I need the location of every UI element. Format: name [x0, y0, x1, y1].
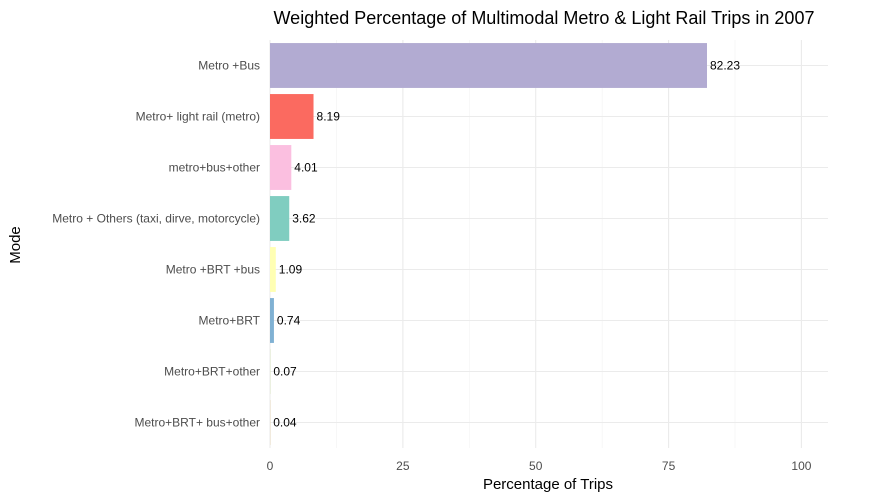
x-tick-label: 50	[529, 459, 543, 473]
y-tick-label: Metro+ light rail (metro)	[136, 110, 260, 124]
grid	[269, 40, 828, 448]
bar	[270, 247, 276, 292]
data-label: 8.19	[317, 110, 341, 124]
bars	[270, 43, 707, 445]
data-label: 4.01	[294, 161, 318, 175]
bar	[270, 94, 314, 139]
x-axis-tick-labels: 0 25 50 75 100	[267, 459, 812, 473]
data-label: 3.62	[292, 212, 316, 226]
y-tick-label: Metro+BRT+ bus+other	[134, 416, 260, 430]
data-label: 0.04	[273, 416, 297, 430]
x-axis-title: Percentage of Trips	[483, 476, 613, 493]
y-tick-label: Metro +Bus	[198, 59, 260, 73]
bar	[270, 43, 707, 88]
bar	[270, 196, 290, 241]
x-tick-label: 25	[396, 459, 410, 473]
x-tick-label: 0	[267, 459, 274, 473]
bar	[270, 298, 274, 343]
y-tick-label: Metro +BRT +bus	[166, 263, 260, 277]
data-label: 82.23	[710, 59, 740, 73]
y-tick-label: Metro+BRT	[199, 314, 261, 328]
data-label: 0.74	[277, 314, 301, 328]
bar	[270, 145, 292, 190]
y-tick-label: Metro + Others (taxi, dirve, motorcycle)	[52, 212, 260, 226]
y-tick-label: Metro+BRT+other	[164, 365, 260, 379]
y-tick-label: metro+bus+other	[169, 161, 260, 175]
bar	[270, 400, 271, 445]
x-tick-label: 100	[791, 459, 811, 473]
bar	[270, 349, 271, 394]
data-label: 1.09	[279, 263, 303, 277]
chart-title: Weighted Percentage of Multimodal Metro …	[274, 8, 815, 28]
y-axis-title: Mode	[7, 226, 24, 264]
value-labels: 82.23 8.19 4.01 3.62 1.09 0.74 0.07 0.04	[273, 59, 740, 430]
y-axis-tick-labels: Metro +Bus Metro+ light rail (metro) metro…	[52, 59, 260, 430]
data-label: 0.07	[273, 365, 297, 379]
x-tick-label: 75	[662, 459, 676, 473]
